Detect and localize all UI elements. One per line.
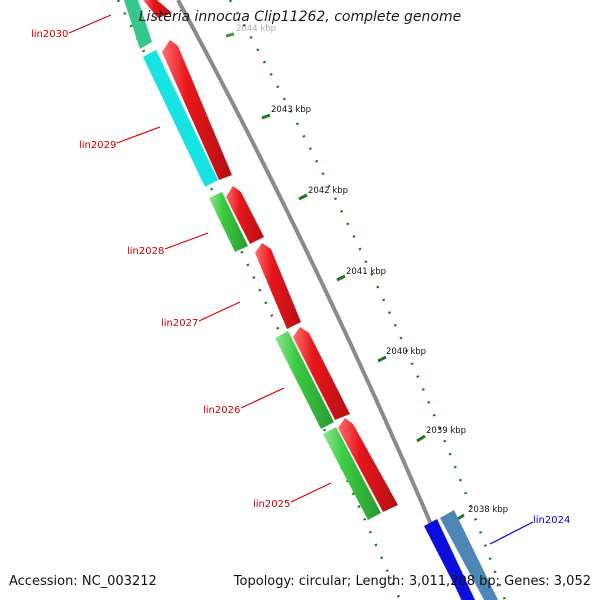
topology-value: circular <box>298 574 347 589</box>
label-line-lin2029 <box>116 126 161 144</box>
ruler-dotted-arc <box>228 0 507 600</box>
label-line-lin2024 <box>489 521 534 545</box>
accession-label: Accession: <box>9 574 78 589</box>
ruler-tick-2043 <box>261 113 271 120</box>
gene-lin2029-arrow[interactable] <box>162 40 232 180</box>
gene-label-lin2024[interactable]: lin2024 <box>533 515 570 526</box>
gene-lin2030-inner-block[interactable] <box>124 0 152 49</box>
gene-lin2028-arrow[interactable] <box>226 186 264 244</box>
backbone-arc <box>176 0 465 600</box>
label-line-lin2030 <box>68 14 112 34</box>
ruler-tick-2041 <box>336 274 346 282</box>
label-line-lin2027 <box>198 301 241 322</box>
ruler-label-2039: 2039 kbp <box>426 426 466 436</box>
ruler-label-2041: 2041 kbp <box>346 267 386 277</box>
ruler-tick-2039 <box>416 434 426 443</box>
genes-label: Genes: <box>504 574 550 589</box>
topology-label: Topology: <box>233 574 295 589</box>
gene-label-lin2029[interactable]: lin2029 <box>79 140 116 151</box>
length-value: 3,011,208 bp <box>408 574 496 589</box>
accession-value: NC_003212 <box>81 574 157 589</box>
label-line-lin2028 <box>164 232 209 250</box>
gene-lin2029-inner-block[interactable] <box>143 50 218 187</box>
gene-label-lin2030[interactable]: lin2030 <box>31 29 68 40</box>
gene-features-inner <box>124 0 381 520</box>
label-line-lin2025 <box>290 482 332 503</box>
ruler-ticks <box>225 32 465 522</box>
ruler-label-2042: 2042 kbp <box>308 186 348 196</box>
map-title: Listeria innocua Clip11262, complete gen… <box>138 9 462 25</box>
gene-lin2024-steelblue-block[interactable] <box>440 510 498 600</box>
gene-lin2025-arrow[interactable] <box>338 418 398 512</box>
ruler-label-2044: 2044 kbp <box>236 24 276 34</box>
ruler-tick-2042 <box>298 193 308 201</box>
accession-line: Accession: NC_003212 <box>9 574 157 589</box>
gene-lin2026-inner-block[interactable] <box>275 331 334 429</box>
ruler-tick-2044 <box>225 32 235 38</box>
length-label: Length: <box>355 574 405 589</box>
gene-lin2030-arrow[interactable] <box>143 0 172 18</box>
gene-lin2026-arrow[interactable] <box>293 327 350 420</box>
gene-lin2028-inner-block[interactable] <box>209 192 248 252</box>
gene-label-lin2026[interactable]: lin2026 <box>203 405 240 416</box>
gene-lin2024 <box>424 510 498 600</box>
ruler-label-2040: 2040 kbp <box>386 347 426 357</box>
gene-lin2027-arrow[interactable] <box>255 243 301 329</box>
ruler-tick-2040 <box>377 355 387 363</box>
genes-value: 3,052 <box>553 574 591 589</box>
genome-summary-line: Topology: circular; Length: 3,011,208 bp… <box>233 574 591 589</box>
ruler-label-2038: 2038 kbp <box>468 505 508 515</box>
gene-lin2025-inner-block[interactable] <box>323 427 381 520</box>
gene-lin2024-blue-block[interactable] <box>424 519 475 600</box>
gene-label-lin2025[interactable]: lin2025 <box>253 499 290 510</box>
gene-features-red <box>143 0 398 512</box>
gene-label-lin2027[interactable]: lin2027 <box>161 318 198 329</box>
gene-label-lin2028[interactable]: lin2028 <box>127 246 164 257</box>
label-line-lin2026 <box>240 387 285 409</box>
ruler-label-2043: 2043 kbp <box>271 105 311 115</box>
